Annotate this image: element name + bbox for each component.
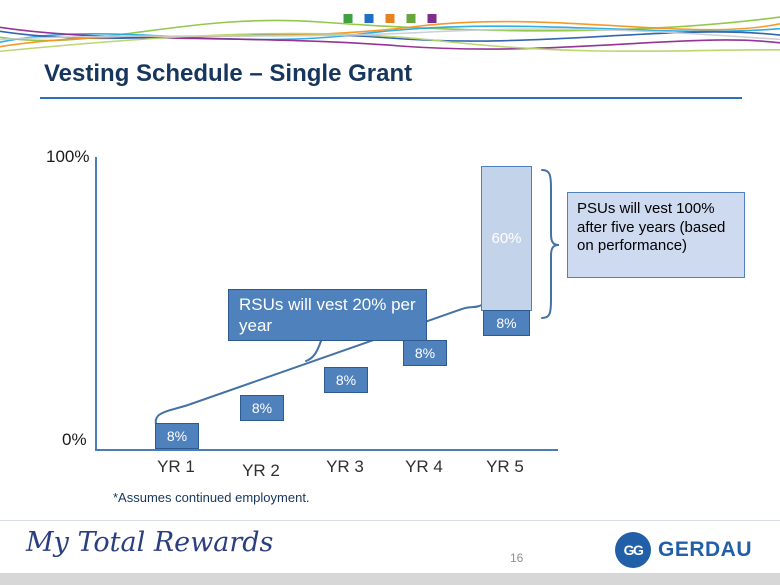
- bar-yr2: 8%: [240, 395, 284, 421]
- psu-bar-label: 60%: [491, 230, 522, 247]
- bar-label-yr3: 8%: [335, 372, 357, 388]
- gerdau-logo-text: GERDAU: [657, 538, 752, 561]
- y-axis-label-0: 0%: [62, 430, 87, 449]
- gerdau-logo-icon: GG: [614, 532, 651, 568]
- accent-squares: [343, 14, 437, 23]
- bar-yr5-psu: 60%: [481, 166, 532, 311]
- bar-yr4: 8%: [403, 340, 447, 366]
- bar-label-yr5: 8%: [496, 315, 517, 331]
- x-label-yr2: YR 2: [242, 461, 280, 480]
- page-number: 16: [510, 551, 524, 565]
- bar-label-yr2: 8%: [251, 400, 273, 416]
- x-axis-line: [95, 449, 558, 451]
- bar-yr1: 8%: [155, 423, 199, 449]
- top-wave-decoration: [0, 16, 780, 53]
- x-label-yr4: YR 4: [405, 457, 443, 476]
- wave-light-green: [0, 32, 780, 53]
- psu-callout: PSUs will vest 100% after five years (ba…: [567, 192, 745, 278]
- bar-yr5-rsu: 8%: [483, 310, 530, 336]
- wave-gray: [0, 28, 780, 41]
- psu-bracket: [541, 169, 560, 319]
- accent-square-light-green-icon: [406, 14, 416, 23]
- psu-callout-text: PSUs will vest 100% after five years (ba…: [577, 200, 726, 255]
- accent-square-blue-icon: [364, 14, 374, 23]
- x-label-yr3: YR 3: [326, 457, 364, 476]
- my-total-rewards-logo: My Total Rewards: [26, 527, 274, 558]
- y-axis-label-100: 100%: [46, 147, 90, 166]
- bar-label-yr1: 8%: [166, 428, 188, 444]
- rsu-callout: RSUs will vest 20% per year: [228, 289, 427, 341]
- gerdau-logo: GG GERDAU: [614, 532, 752, 568]
- rsu-callout-text: RSUs will vest 20% per year: [239, 295, 416, 336]
- bar-yr3: 8%: [324, 367, 368, 393]
- page-title: Vesting Schedule – Single Grant: [44, 60, 413, 87]
- rsu-callout-pointer-line: [305, 340, 322, 362]
- bottom-gray-bar: [0, 573, 780, 585]
- x-label-yr1: YR 1: [157, 457, 195, 476]
- title-divider: [40, 97, 742, 99]
- x-label-yr5: YR 5: [486, 457, 524, 476]
- bar-label-yr4: 8%: [414, 345, 436, 361]
- accent-square-purple-icon: [427, 14, 437, 23]
- accent-square-green-icon: [343, 14, 353, 23]
- accent-square-orange-icon: [385, 14, 395, 23]
- footnote: *Assumes continued employment.: [113, 490, 310, 505]
- trend-line: [154, 301, 487, 429]
- y-axis-line: [95, 157, 97, 451]
- footer-divider: [0, 520, 780, 521]
